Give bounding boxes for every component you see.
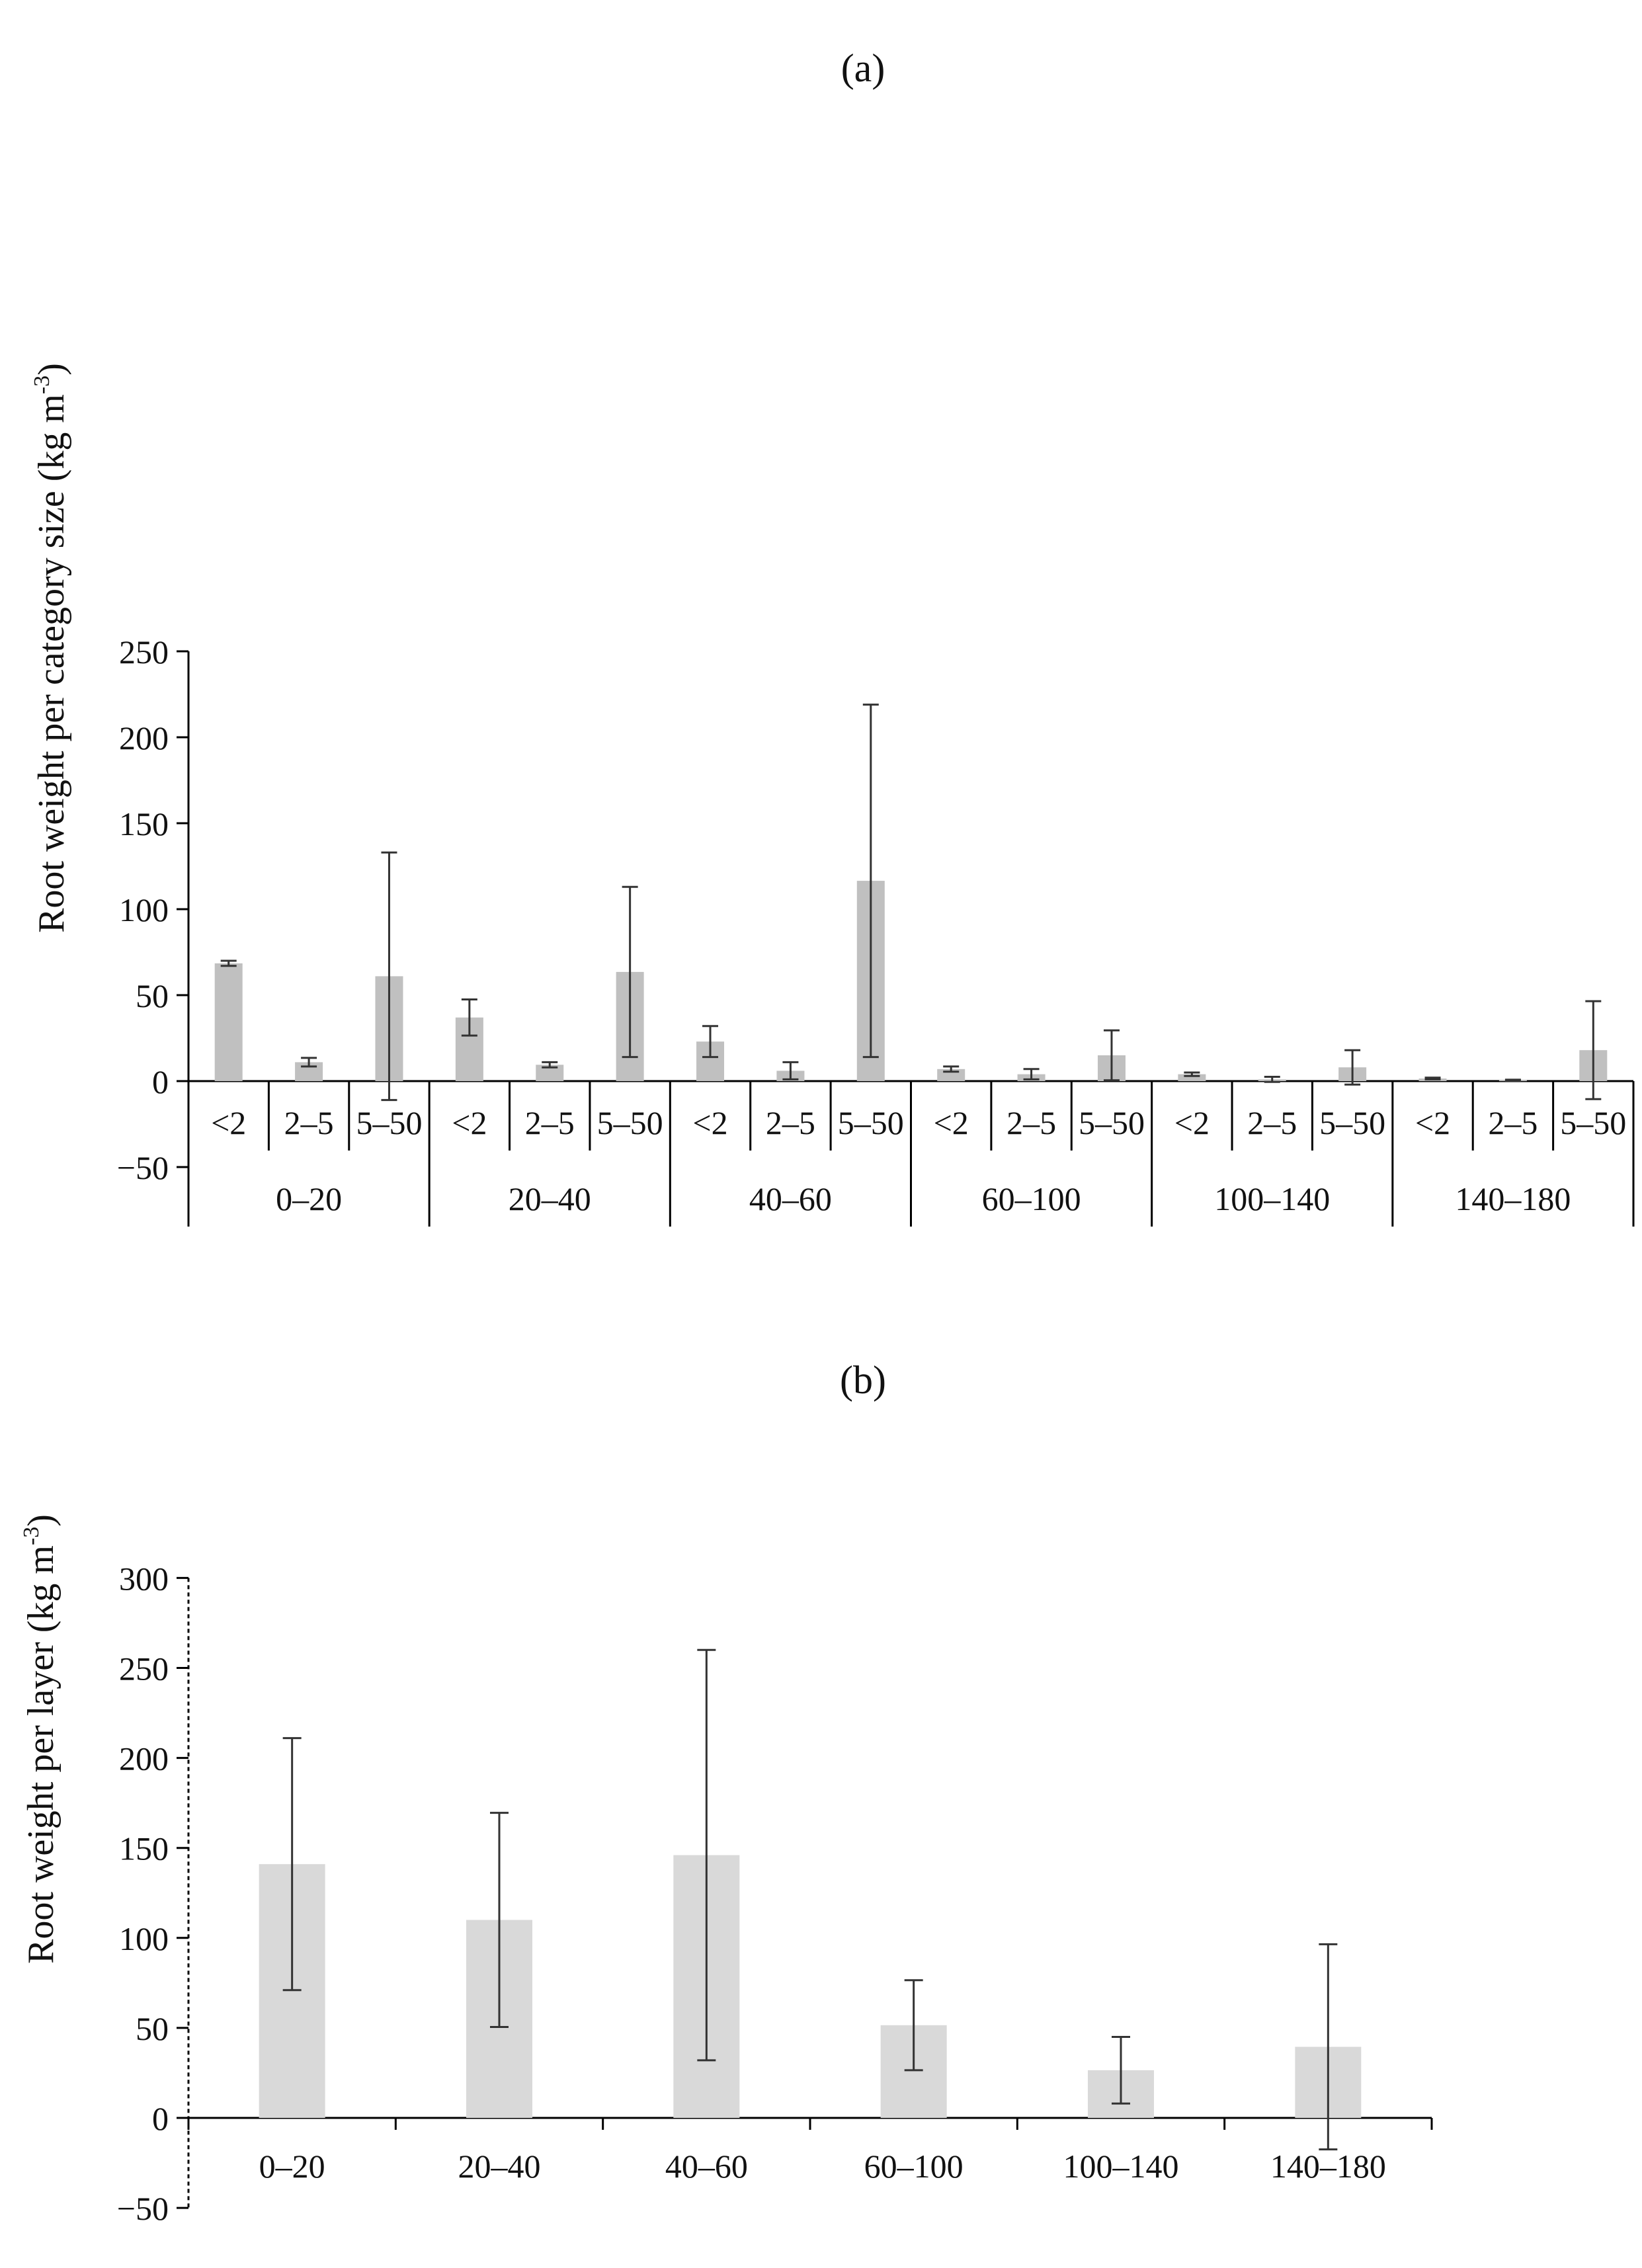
panel-b-category-label: 100–140 bbox=[1063, 2148, 1179, 2185]
panel-b-ylabel: Root weight per layer (kg m-3) bbox=[19, 1514, 62, 1964]
panel-b-axes: −50 0 50 100 150 200 250 300 bbox=[117, 1560, 1433, 2227]
panel-b-y-tick-label: 300 bbox=[119, 1560, 169, 1597]
panel-b: (b) Root weight per layer (kg m-3) −50 0 5… bbox=[19, 1358, 1433, 2227]
panel-a-bar bbox=[1178, 1074, 1206, 1081]
panel-b-category-label: 40–60 bbox=[665, 2148, 748, 2185]
panel-a-y-tick-label: −50 bbox=[117, 1149, 169, 1186]
panel-b-category-labels: 0–20 20–40 40–60 60–100 100–140 140–180 bbox=[259, 2148, 1386, 2185]
panel-b-ylabel-tail: ) bbox=[21, 1514, 62, 1527]
panel-a-subcategory-label: 2–5 bbox=[284, 1104, 334, 1141]
panel-b-category-label: 140–180 bbox=[1270, 2148, 1386, 2185]
panel-a-group-label: 140–180 bbox=[1455, 1180, 1571, 1217]
panel-a-subcategory-label: 2–5 bbox=[766, 1104, 815, 1141]
panel-a-subcategory-label: <2 bbox=[692, 1104, 727, 1141]
panel-a-ylabel: Root weight per category size (kg m-3) bbox=[30, 363, 72, 933]
panel-b-category-label: 20–40 bbox=[458, 2148, 541, 2185]
panel-b-y-tick-label: 100 bbox=[119, 1920, 169, 1957]
panel-a-group-label: 20–40 bbox=[509, 1180, 591, 1217]
panel-a-subcategory-label: 5–50 bbox=[1319, 1104, 1385, 1141]
panel-a-subcategory-label: 2–5 bbox=[1488, 1104, 1538, 1141]
panel-a-subcategory-label: <2 bbox=[1174, 1104, 1210, 1141]
panel-a-category-labels: 0–20 <2 2–5 5–50 20–40 <2 2–5 5–50 40–60 <2 2–5 5–5… bbox=[211, 1104, 1626, 1217]
panel-a-subcategory-label: 5–50 bbox=[597, 1104, 663, 1141]
panel-b-y-tick-label: 150 bbox=[119, 1830, 169, 1867]
panel-a-y-tick-label: 50 bbox=[136, 977, 169, 1014]
panel-a-y-tick-label: 250 bbox=[119, 633, 169, 670]
panel-a-group-label: 40–60 bbox=[749, 1180, 832, 1217]
panel-a-subcategory-label: <2 bbox=[452, 1104, 487, 1141]
panel-a-subcategory-label: <2 bbox=[1415, 1104, 1450, 1141]
panel-a-bars bbox=[214, 704, 1608, 1102]
panel-a-subcategory-label: <2 bbox=[934, 1104, 969, 1141]
panel-a-subcategory-label: 2–5 bbox=[525, 1104, 575, 1141]
panel-b-title: (b) bbox=[840, 1358, 886, 1402]
panel-a-ylabel-tail: ) bbox=[31, 363, 72, 376]
panel-b-y-tick-label: −50 bbox=[117, 2190, 169, 2227]
panel-b-ylabel-superscript: -3 bbox=[19, 1527, 44, 1545]
panel-a-y-tick-label: 100 bbox=[119, 891, 169, 928]
panel-a-title: (a) bbox=[841, 46, 885, 90]
panel-a-y-tick-label: 200 bbox=[119, 719, 169, 756]
panel-a-bar bbox=[214, 963, 243, 1081]
panel-a: (a) Root weight per category size (kg m-… bbox=[30, 46, 1635, 1227]
panel-a-ylabel-superscript: -3 bbox=[30, 376, 54, 394]
panel-a-y-tick-label: 0 bbox=[152, 1063, 169, 1100]
panel-a-subcategory-label: <2 bbox=[211, 1104, 246, 1141]
panel-a-subcategory-label: 5–50 bbox=[1079, 1104, 1145, 1141]
panel-a-y-tick-label: 150 bbox=[119, 805, 169, 842]
panel-a-subcategory-label: 2–5 bbox=[1006, 1104, 1056, 1141]
panel-b-y-tick-label: 200 bbox=[119, 1740, 169, 1777]
panel-b-y-tick-label: 0 bbox=[152, 2100, 169, 2137]
panel-a-group-label: 0–20 bbox=[276, 1180, 342, 1217]
panel-a-subcategory-label: 5–50 bbox=[1560, 1104, 1626, 1141]
panel-a-subcategory-label: 5–50 bbox=[838, 1104, 904, 1141]
panel-a-group-label: 60–100 bbox=[982, 1180, 1081, 1217]
panel-b-category-label: 0–20 bbox=[259, 2148, 325, 2185]
panel-b-y-tick-label: 250 bbox=[119, 1650, 169, 1687]
panel-b-category-label: 60–100 bbox=[864, 2148, 964, 2185]
panel-a-group-label: 100–140 bbox=[1214, 1180, 1330, 1217]
panel-b-bars bbox=[259, 1648, 1362, 2151]
panel-a-subcategory-label: 2–5 bbox=[1247, 1104, 1297, 1141]
panel-a-axes: −50 0 50 100 150 200 250 bbox=[117, 633, 1635, 1227]
panel-b-y-tick-label: 50 bbox=[136, 2010, 169, 2047]
panel-a-subcategory-label: 5–50 bbox=[356, 1104, 422, 1141]
